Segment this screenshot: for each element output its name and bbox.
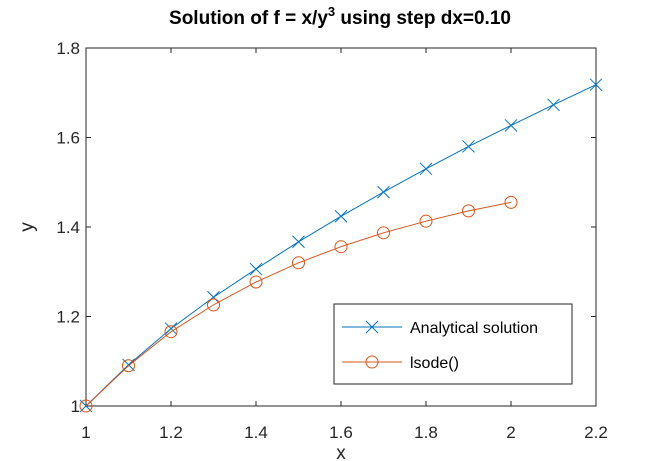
y-tick-label: 1 [71, 397, 80, 416]
legend-label-analytical: Analytical solution [410, 320, 538, 337]
legend-marker-lsode [365, 355, 379, 369]
legend-box [333, 303, 573, 385]
legend-label-lsode: lsode() [410, 355, 459, 372]
y-tick-label: 1.4 [56, 218, 80, 237]
data-point-lsode [419, 214, 433, 228]
data-point-analytical [334, 209, 348, 223]
data-point-analytical [547, 98, 560, 112]
x-tick-label: 1 [81, 423, 90, 442]
chart-title-suffix: using step dx=0.10 [335, 8, 511, 29]
data-point-lsode [292, 256, 305, 270]
data-point-lsode [504, 195, 518, 209]
x-tick-label: 1.4 [244, 423, 268, 442]
x-tick-label: 2 [506, 423, 515, 442]
data-point-analytical [462, 140, 475, 153]
legend: Analytical solution lsode() [333, 303, 573, 385]
chart-title: Solution of f = x/y3 using step dx=0.10 [169, 4, 511, 29]
x-axis-label: x [336, 443, 346, 461]
x-axis: 1 1.2 1.4 1.6 1.8 2 2.2 [81, 48, 608, 442]
data-point-lsode [249, 275, 263, 289]
data-point-lsode [334, 240, 348, 254]
y-tick-label: 1.6 [56, 129, 80, 148]
data-point-lsode [79, 399, 93, 413]
data-point-lsode [164, 325, 178, 339]
legend-marker-analytical [365, 320, 379, 334]
data-point-analytical [164, 322, 178, 335]
y-axis: 1 1.2 1.4 1.6 1.8 [56, 39, 596, 416]
data-point-analytical [249, 262, 263, 276]
data-point-lsode [377, 226, 390, 240]
data-point-analytical [504, 119, 518, 132]
y-tick-label: 1.8 [56, 39, 80, 58]
x-tick-label: 1.6 [329, 423, 353, 442]
data-point-analytical [419, 162, 433, 176]
data-point-analytical [377, 185, 390, 199]
x-tick-label: 1.2 [159, 423, 183, 442]
data-point-lsode [207, 298, 220, 312]
x-tick-label: 2.2 [584, 423, 608, 442]
y-tick-label: 1.2 [56, 308, 80, 327]
x-tick-label: 1.8 [414, 423, 438, 442]
chart-title-superscript: 3 [328, 4, 335, 19]
data-point-analytical [207, 290, 220, 304]
series-layer [79, 78, 603, 413]
data-point-lsode [462, 204, 475, 218]
data-point-analytical [589, 78, 603, 92]
data-point-analytical [292, 235, 305, 249]
y-axis-label: y [17, 222, 38, 232]
data-point-lsode [122, 359, 135, 373]
series-line-lsode [85, 201, 512, 407]
